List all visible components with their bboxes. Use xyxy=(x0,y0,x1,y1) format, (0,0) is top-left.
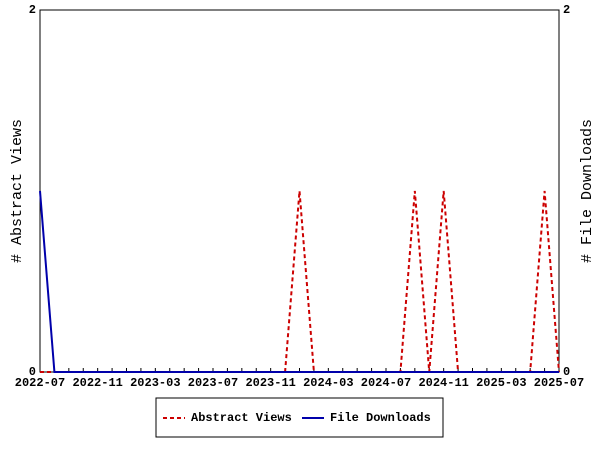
series-line xyxy=(40,190,560,373)
x-tick-label: 2025-07 xyxy=(534,376,584,390)
x-tick-label: 2022-07 xyxy=(15,376,65,390)
y-tick-label: 0 xyxy=(29,365,36,379)
x-tick-label: 2024-11 xyxy=(418,376,468,390)
y2-tick-label: 0 xyxy=(563,365,570,379)
y2-tick-label: 2 xyxy=(563,3,570,17)
legend-label: File Downloads xyxy=(330,411,431,425)
plot-frame xyxy=(39,9,560,373)
series-line xyxy=(39,190,559,373)
legend-label: Abstract Views xyxy=(191,411,292,425)
x-tick-label: 2023-03 xyxy=(130,376,180,390)
x-tick-label: 2023-11 xyxy=(245,376,295,390)
x-tick-label: 2024-07 xyxy=(361,376,411,390)
x-tick-label: 2022-11 xyxy=(72,376,122,390)
y2-axis-title: # File Downloads xyxy=(579,119,596,263)
x-tick-label: 2024-03 xyxy=(303,376,353,390)
legend-box xyxy=(155,397,444,438)
x-tick-label: 2023-07 xyxy=(188,376,238,390)
y-tick-label: 2 xyxy=(29,3,36,17)
x-tick-label: 2025-03 xyxy=(476,376,526,390)
y-axis-title: # Abstract Views xyxy=(9,119,26,263)
